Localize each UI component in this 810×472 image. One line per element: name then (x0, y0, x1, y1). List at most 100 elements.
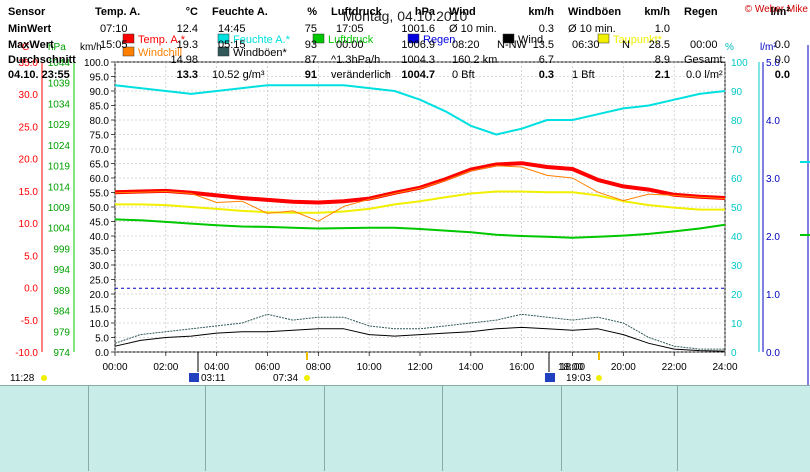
humidity-tick-label: 40 (731, 232, 743, 243)
hdr-wind-unit: km/h (528, 6, 554, 18)
temp-tick-label: 0.0 (24, 284, 38, 295)
legend-swatch (502, 33, 515, 44)
table-divider (88, 385, 89, 471)
pressure-tick-label: 1004 (48, 224, 71, 235)
legend-swatch (217, 33, 230, 44)
moonset-icon (545, 373, 555, 382)
moonset-label: 18:00 (558, 362, 583, 373)
rain-tick-label: 0.0 (766, 348, 780, 359)
unit-wind: km/h (80, 42, 102, 53)
time-tick-label: 20:00 (611, 362, 636, 373)
temp-tick-label: 10.0 (19, 219, 39, 230)
legend-label: Windböen* (233, 47, 288, 59)
hum-value: 93 (304, 39, 317, 51)
moonrise-label: 03:11 (201, 373, 226, 384)
press-value: 1001.6 (401, 23, 435, 35)
wind-tick-label: 55.0 (90, 189, 110, 200)
wind-tick-label: 50.0 (90, 203, 110, 214)
temp-tick-label: 35.0 (19, 58, 39, 69)
sunset-label: 19:03 (566, 373, 591, 384)
series-line-luftdruck (114, 218, 726, 239)
press-value: 1004.3 (401, 54, 435, 66)
temp-time: 07:10 (100, 23, 128, 35)
temp-tick-label: 5.0 (24, 251, 38, 262)
row-label: MaxWert (8, 39, 54, 51)
statistics-table (0, 385, 810, 472)
hdr-rain: Regen (684, 6, 718, 18)
wind-tick-label: 35.0 (90, 247, 110, 258)
sunrise-icon (304, 375, 310, 381)
hdr-humidity-unit: % (307, 6, 317, 18)
temp-tick-label: -10.0 (15, 348, 38, 359)
humidity-tick-label: 30 (731, 261, 743, 272)
press-arrow: ↑ (385, 69, 391, 81)
hum-absolute: 10.52 g/m³ (212, 69, 265, 81)
humidity-tick-label: 80 (731, 116, 743, 127)
temp-value: 13.3 (176, 69, 198, 81)
table-header-row: Sensor Temp. A. °C Feuchte A. % Luftdruc… (0, 6, 800, 22)
time-tick-label: 16:00 (509, 362, 534, 373)
pressure-tick-label: 989 (53, 286, 70, 297)
gust-value: 1.0 (654, 23, 670, 35)
legend: Temp. A.* Feuchte A.* Luftdruck Regen Wind Ta… (122, 33, 663, 59)
hdr-pressure: Luftdruck (331, 6, 382, 18)
wind-direction: N-NW (497, 39, 527, 51)
hdr-pressure-unit: hPa (414, 6, 435, 18)
humidity-tick-label: 0 (731, 348, 737, 359)
hdr-gust-unit: km/h (644, 6, 670, 18)
table-divider (442, 385, 443, 471)
wind-tick-label: 60.0 (90, 174, 110, 185)
rain-value: 0.0 (774, 54, 790, 66)
wind-distance: 160.2 km (452, 54, 498, 66)
rain-label: Gesamt: (684, 54, 726, 66)
series-line-windb-en (114, 313, 725, 350)
temp-tick-label: 30.0 (19, 90, 39, 101)
legend-swatch (122, 33, 135, 44)
moonrise-icon (189, 373, 199, 382)
press-time: 17:05 (336, 23, 364, 35)
weather-chart: Montag, 04.10.2010 © Weber Mike °C hPa k… (10, 4, 810, 385)
pressure-tick-label: 1009 (48, 203, 71, 214)
time-tick-label: 10:00 (357, 362, 382, 373)
pressure-tick-label: 1029 (48, 120, 71, 131)
wind-value: 0.3 (538, 23, 554, 35)
legend-label: Wind (518, 34, 543, 46)
temp-value: 12.4 (176, 23, 198, 35)
row-label: Durchschnitt (8, 54, 76, 66)
gust-beaufort: 1 Bft (572, 69, 595, 81)
series-line-windchill (114, 165, 726, 222)
hdr-gust: Windböen (568, 6, 622, 18)
rain-value: 0.0 (774, 39, 790, 51)
pressure-tick-label: 1034 (48, 99, 71, 110)
gust-direction: N (622, 39, 630, 51)
row-label: MinWert (8, 23, 52, 35)
pressure-tick-label: 1044 (48, 58, 71, 69)
humidity-tick-label: 100 (731, 58, 748, 69)
legend-label: Luftdruck (328, 34, 374, 46)
hdr-sensor: Sensor (8, 6, 46, 18)
press-value: 1006.9 (401, 39, 435, 51)
wind-tick-label: 40.0 (90, 232, 110, 243)
wind-tick-label: 85.0 (90, 102, 110, 113)
press-trend: ^1.3hPa/h (331, 54, 381, 66)
table-divider (677, 385, 678, 471)
temp-tick-label: 15.0 (19, 187, 39, 198)
wind-value: 6.7 (538, 54, 554, 66)
wind-tick-label: 100.0 (84, 58, 109, 69)
wind-tick-label: 20.0 (90, 290, 110, 301)
rain-label: 00:00 (690, 39, 718, 51)
rain-tick-label: 5.0 (766, 58, 780, 69)
moon-time-label: 11:28 (10, 373, 35, 384)
hdr-humidity: Feuchte A. (212, 6, 268, 18)
wind-label: 08:20 (452, 39, 480, 51)
pressure-tick-label: 994 (53, 265, 70, 276)
legend-label: Windchill (138, 47, 182, 59)
sun-marker-icon (41, 375, 47, 381)
hum-value: 87 (304, 54, 317, 66)
wind-tick-label: 95.0 (90, 73, 110, 84)
temp-tick-label: -5.0 (21, 316, 39, 327)
sunrise-label: 07:34 (273, 373, 298, 384)
right-edge-fragment (800, 45, 810, 385)
temp-value: 14.98 (170, 54, 198, 66)
